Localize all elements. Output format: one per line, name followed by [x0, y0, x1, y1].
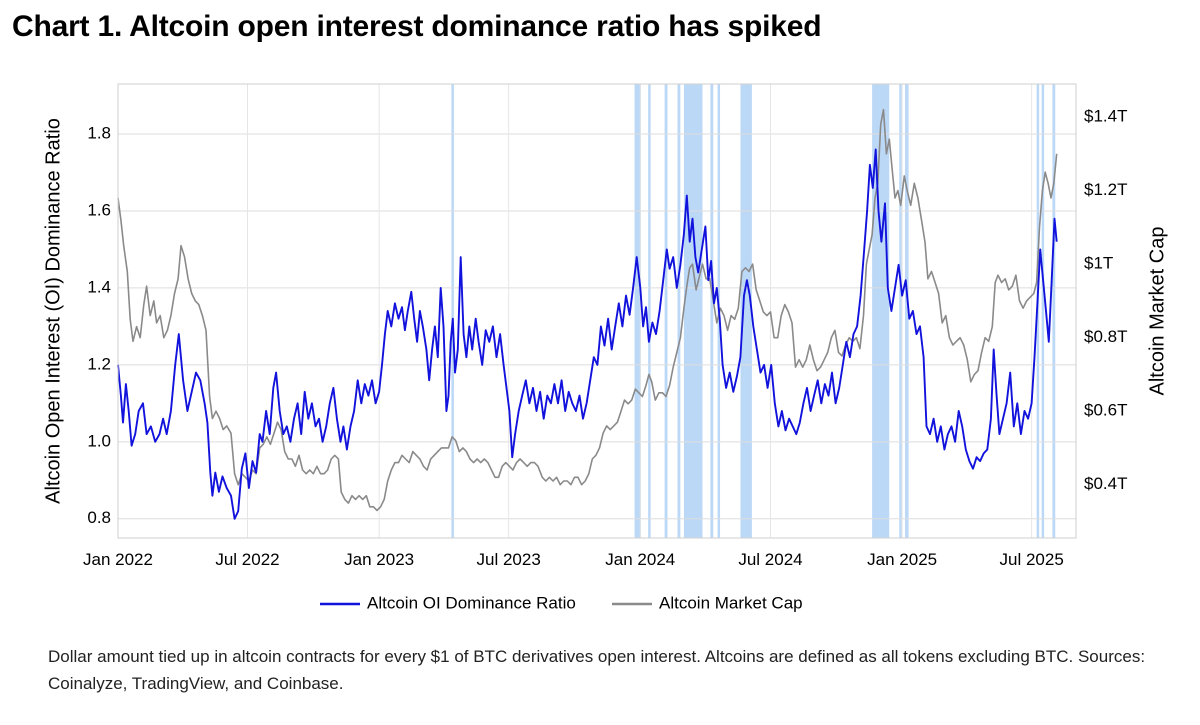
y-tick-label: 1.2: [87, 354, 111, 373]
x-tick-label: Jan 2022: [83, 550, 153, 569]
y2-tick-label: $0.6T: [1084, 401, 1127, 420]
highlight-band: [677, 84, 681, 538]
highlight-band: [905, 84, 909, 538]
x-tick-label: Jul 2025: [1000, 550, 1064, 569]
y-tick-label: 1.8: [87, 124, 111, 143]
x-axis-ticks: Jan 2022 Jul 2022 Jan 2023 Jul 2023 Jan 2024…: [83, 550, 1064, 569]
highlight-band: [740, 84, 752, 538]
y-tick-label: 1.6: [87, 200, 111, 219]
y-axis-ticks: 0.8 1.0 1.2 1.4 1.6 1.8: [87, 124, 111, 528]
y2-tick-label: $1.2T: [1084, 180, 1127, 199]
highlight-band: [872, 84, 890, 538]
highlight-bands: [451, 84, 1056, 538]
y-axis-label: Altcoin Open Interest (OI) Dominance Rat…: [42, 118, 64, 504]
x-tick-label: Jan 2024: [605, 550, 675, 569]
y2-axis-label: Altcoin Market Cap: [1146, 227, 1168, 396]
y-tick-label: 0.8: [87, 508, 111, 527]
highlight-band: [899, 84, 902, 538]
highlight-band: [710, 84, 714, 538]
y2-tick-label: $0.4T: [1084, 474, 1127, 493]
x-tick-label: Jul 2024: [738, 550, 802, 569]
oi-dominance-line: [117, 148, 1058, 520]
highlight-band: [664, 84, 668, 538]
highlight-band: [634, 84, 642, 538]
caption: Dollar amount tied up in altcoin contrac…: [48, 647, 1146, 693]
market-cap-line: [117, 108, 1058, 512]
legend-label: Altcoin OI Dominance Ratio: [367, 593, 576, 612]
highlight-band: [451, 84, 454, 538]
chart-title: Chart 1. Altcoin open interest dominance…: [12, 10, 822, 43]
highlight-band: [1041, 84, 1045, 538]
plot-frame: [117, 83, 1077, 539]
x-tick-label: Jan 2023: [344, 550, 414, 569]
y2-tick-label: $1T: [1084, 254, 1113, 273]
x-tick-label: Jul 2022: [215, 550, 279, 569]
highlight-band: [1052, 84, 1056, 538]
y-tick-label: 1.0: [87, 431, 111, 450]
y2-tick-label: $0.8T: [1084, 327, 1127, 346]
y2-axis-ticks: $0.4T $0.6T $0.8T $1T $1.2T $1.4T: [1084, 107, 1127, 494]
x-tick-label: Jul 2023: [477, 550, 541, 569]
y2-tick-label: $1.4T: [1084, 107, 1127, 126]
grid: [117, 84, 1076, 538]
highlight-band: [648, 84, 651, 538]
chart: Jan 2022 Jul 2022 Jan 2023 Jul 2023 Jan 2024…: [42, 83, 1168, 612]
highlight-band: [683, 84, 703, 538]
series-lines: [117, 108, 1058, 520]
x-tick-label: Jan 2025: [867, 550, 937, 569]
legend: Altcoin OI Dominance Ratio Altcoin Market…: [320, 593, 803, 612]
y-tick-label: 1.4: [87, 277, 111, 296]
legend-label: Altcoin Market Cap: [659, 593, 803, 612]
